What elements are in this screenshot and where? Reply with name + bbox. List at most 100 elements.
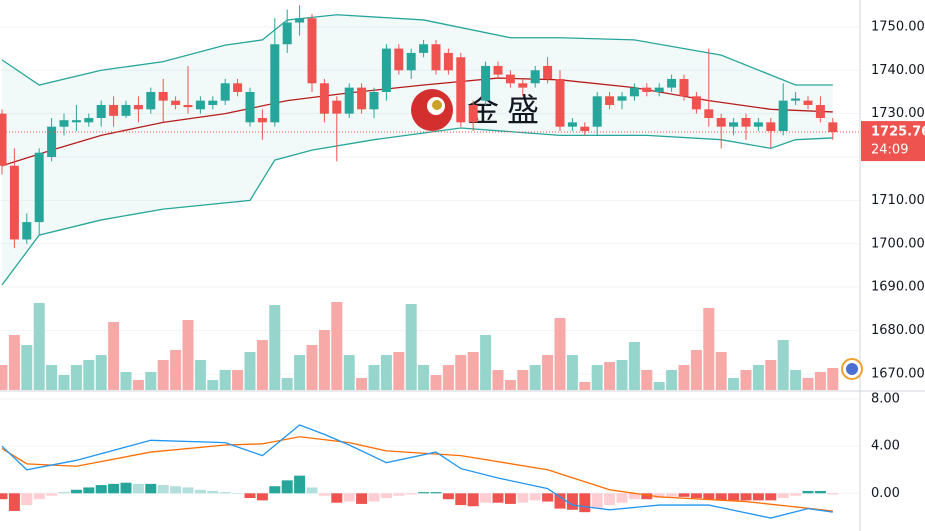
macd-bar xyxy=(157,485,169,494)
macd-bar xyxy=(765,493,777,501)
macd-bar xyxy=(529,493,541,501)
macd-dea xyxy=(1,436,833,512)
volume-bar xyxy=(504,380,516,390)
macd-bar xyxy=(790,493,802,496)
macd-bar xyxy=(132,483,144,494)
volume-bar xyxy=(492,370,504,390)
volume-bar xyxy=(542,355,554,390)
macd-bar xyxy=(455,493,467,506)
y-tick-label: 8.00 xyxy=(871,392,900,407)
candle-body xyxy=(220,83,230,101)
candle-body xyxy=(84,117,94,123)
volume-bar xyxy=(678,365,690,390)
y-tick-label: 1710.00 xyxy=(871,193,925,208)
volume-bar xyxy=(95,355,107,390)
candle-body xyxy=(741,117,751,127)
macd-bar xyxy=(492,493,504,503)
candle-body xyxy=(0,113,7,166)
volume-bar xyxy=(33,303,45,390)
volume-bar xyxy=(132,380,144,390)
candle-body xyxy=(605,96,615,105)
candle-body xyxy=(270,44,280,123)
volume-bar xyxy=(455,355,467,390)
macd-bar xyxy=(194,489,206,494)
y-tick-label: 1730.00 xyxy=(871,106,925,121)
volume-bar xyxy=(306,345,318,390)
macd-bar xyxy=(380,493,392,499)
candle-body xyxy=(344,87,354,114)
candle-body xyxy=(567,122,577,127)
volume-bar xyxy=(517,370,529,390)
candle-body xyxy=(121,104,131,116)
macd-bar xyxy=(281,480,293,494)
logo-dot xyxy=(432,100,442,110)
price-box xyxy=(861,121,925,162)
candle-body xyxy=(791,98,801,101)
candle-body xyxy=(71,120,81,123)
watermark-text: 金盛 xyxy=(467,91,547,129)
volume-bar xyxy=(566,355,578,390)
candle-body xyxy=(580,126,590,132)
macd-bar xyxy=(70,489,82,494)
macd-bar xyxy=(616,493,628,503)
candle-body xyxy=(47,126,57,158)
candle-body xyxy=(530,70,540,84)
macd-bar xyxy=(517,493,529,503)
candle-body xyxy=(778,100,788,132)
candle-body xyxy=(505,74,515,84)
countdown-label: 24:09 xyxy=(871,143,908,158)
volume-bar xyxy=(269,305,281,390)
candle-body xyxy=(729,122,739,127)
macd-bar xyxy=(182,487,194,494)
volume-bar xyxy=(157,360,169,390)
macd-bar xyxy=(207,490,219,494)
volume-bar xyxy=(703,308,715,390)
macd-bar xyxy=(715,493,727,501)
volume-bar xyxy=(368,365,380,390)
macd-bar xyxy=(480,493,492,503)
macd-bar xyxy=(269,486,281,494)
macd-bar xyxy=(728,493,740,501)
volume-bar xyxy=(256,340,268,390)
candle-body xyxy=(443,52,453,71)
macd-bar xyxy=(678,493,690,497)
candle-body xyxy=(282,22,292,45)
volume-bar xyxy=(616,360,628,390)
volume-bar xyxy=(108,322,120,390)
macd-bar xyxy=(331,493,343,503)
macd-bar xyxy=(145,483,157,494)
macd-bar xyxy=(393,493,405,496)
candle-body xyxy=(245,91,255,123)
macd-bar xyxy=(591,493,603,509)
macd-bar xyxy=(170,486,182,494)
volume-bar xyxy=(814,372,826,390)
volume-bar xyxy=(554,318,566,390)
candle-body xyxy=(195,100,205,110)
macd-bar xyxy=(232,493,244,494)
candle-body xyxy=(815,104,825,118)
macd-bar xyxy=(343,493,355,502)
macd-bar xyxy=(83,487,95,494)
macd-bar xyxy=(120,482,132,494)
volume-bar xyxy=(728,378,740,390)
macd-bar xyxy=(95,485,107,494)
volume-bar xyxy=(46,365,58,390)
candle-body xyxy=(642,87,652,92)
macd-bar xyxy=(21,493,33,506)
macd-bar xyxy=(554,493,566,509)
candle-body xyxy=(319,83,329,114)
volume-bar xyxy=(690,350,702,390)
candle-body xyxy=(555,78,565,127)
candle-body xyxy=(96,104,106,118)
candle-body xyxy=(158,91,168,101)
macd-bar xyxy=(256,493,268,501)
badge-inner xyxy=(846,363,858,375)
last-price-label: 1725.76 xyxy=(871,125,925,140)
volume-bar xyxy=(343,355,355,390)
band-lower xyxy=(1,127,833,286)
candle-body xyxy=(803,100,813,105)
candle-body xyxy=(9,165,19,240)
macd-bar xyxy=(542,493,554,502)
watermark: 金盛 xyxy=(411,89,547,131)
